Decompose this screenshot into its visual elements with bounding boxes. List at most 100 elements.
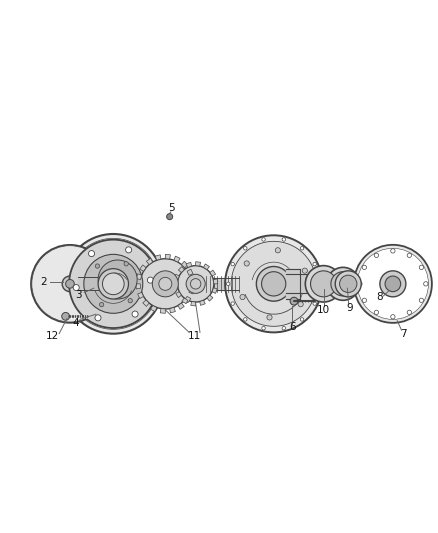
Circle shape — [326, 268, 359, 300]
Circle shape — [335, 271, 360, 297]
Circle shape — [256, 266, 290, 301]
Circle shape — [261, 327, 265, 330]
Polygon shape — [187, 269, 193, 275]
Circle shape — [225, 235, 321, 333]
Circle shape — [62, 276, 78, 292]
Circle shape — [88, 251, 94, 256]
Circle shape — [384, 276, 400, 292]
Circle shape — [418, 265, 423, 270]
Circle shape — [177, 265, 213, 302]
Polygon shape — [174, 274, 179, 280]
Circle shape — [132, 311, 138, 317]
Circle shape — [244, 261, 249, 266]
Circle shape — [99, 302, 103, 307]
Text: 3: 3 — [75, 289, 82, 300]
Polygon shape — [155, 255, 161, 260]
Text: 12: 12 — [46, 331, 59, 341]
Circle shape — [317, 282, 320, 286]
Polygon shape — [173, 284, 177, 289]
Circle shape — [390, 314, 394, 319]
Circle shape — [282, 238, 285, 241]
Text: 6: 6 — [288, 322, 295, 332]
Circle shape — [124, 262, 128, 266]
Text: 4: 4 — [72, 318, 79, 328]
Polygon shape — [146, 259, 152, 264]
Circle shape — [353, 245, 431, 323]
Polygon shape — [177, 303, 184, 309]
Polygon shape — [150, 305, 156, 311]
Circle shape — [357, 248, 427, 319]
Text: 5: 5 — [168, 203, 175, 213]
Polygon shape — [160, 309, 165, 313]
Circle shape — [69, 240, 157, 328]
Circle shape — [152, 271, 178, 297]
Circle shape — [84, 254, 142, 313]
Polygon shape — [165, 254, 170, 259]
Circle shape — [301, 268, 307, 273]
Text: 7: 7 — [399, 329, 406, 338]
Circle shape — [418, 298, 423, 302]
Polygon shape — [135, 284, 140, 289]
Circle shape — [312, 262, 316, 266]
Circle shape — [297, 302, 303, 307]
Circle shape — [67, 238, 159, 329]
Polygon shape — [175, 292, 181, 297]
Circle shape — [147, 277, 153, 283]
Polygon shape — [181, 261, 187, 268]
Circle shape — [357, 281, 361, 286]
Circle shape — [243, 318, 247, 321]
Polygon shape — [190, 302, 195, 306]
Circle shape — [361, 265, 366, 270]
Circle shape — [125, 247, 131, 253]
Circle shape — [312, 302, 316, 305]
Text: 11: 11 — [188, 331, 201, 341]
Circle shape — [166, 214, 172, 220]
Polygon shape — [139, 265, 146, 271]
Circle shape — [230, 302, 234, 305]
Polygon shape — [212, 288, 217, 294]
Circle shape — [379, 271, 405, 297]
Circle shape — [240, 294, 244, 300]
Polygon shape — [186, 262, 191, 268]
Polygon shape — [190, 279, 194, 284]
Circle shape — [290, 297, 297, 305]
Polygon shape — [178, 266, 184, 272]
Circle shape — [310, 271, 336, 297]
Circle shape — [339, 275, 356, 293]
Circle shape — [231, 241, 315, 326]
Circle shape — [190, 279, 201, 289]
Circle shape — [230, 262, 234, 266]
Polygon shape — [184, 296, 191, 303]
Circle shape — [95, 264, 99, 268]
Polygon shape — [137, 293, 143, 298]
Circle shape — [243, 247, 247, 250]
Circle shape — [159, 277, 171, 290]
Circle shape — [62, 312, 69, 320]
Circle shape — [373, 253, 378, 257]
Text: 2: 2 — [41, 277, 47, 287]
Polygon shape — [136, 274, 141, 279]
Polygon shape — [195, 262, 200, 266]
Circle shape — [226, 282, 230, 286]
Polygon shape — [207, 295, 212, 301]
Circle shape — [102, 273, 124, 295]
Circle shape — [73, 285, 79, 290]
Polygon shape — [188, 288, 194, 294]
Polygon shape — [173, 256, 180, 262]
Polygon shape — [209, 270, 215, 276]
Text: 8: 8 — [376, 292, 382, 302]
Circle shape — [361, 298, 366, 302]
Circle shape — [140, 259, 190, 309]
Circle shape — [275, 248, 280, 253]
Circle shape — [98, 260, 137, 299]
Circle shape — [300, 247, 303, 250]
Circle shape — [98, 269, 128, 299]
Circle shape — [406, 253, 410, 257]
Circle shape — [406, 310, 410, 314]
Circle shape — [65, 279, 74, 288]
Polygon shape — [142, 300, 149, 306]
Polygon shape — [181, 298, 187, 304]
Circle shape — [261, 238, 265, 241]
Circle shape — [261, 272, 285, 296]
Circle shape — [423, 281, 427, 286]
